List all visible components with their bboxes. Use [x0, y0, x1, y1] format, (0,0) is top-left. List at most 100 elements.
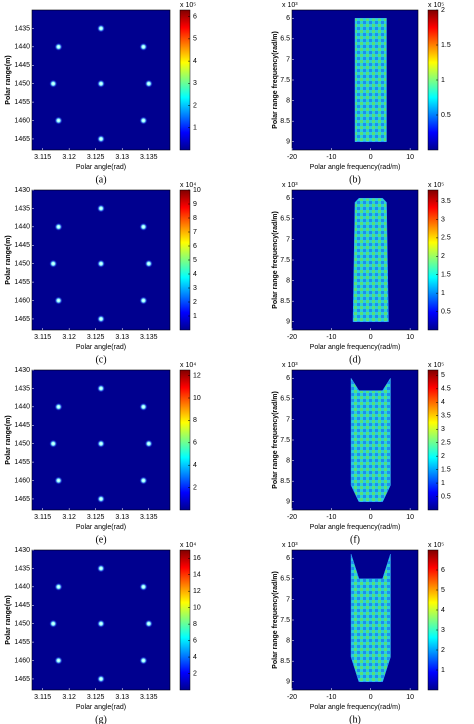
y-tick-label: 8.5 [280, 658, 290, 665]
colorbar-tick-label: 5 [193, 257, 197, 264]
x-tick-label: 0 [369, 154, 373, 161]
colorbar-scale-label: x 10⁵ [180, 2, 196, 9]
colorbar-tick-label: 6 [193, 14, 197, 21]
colorbar-tick-label: 4 [193, 58, 197, 65]
caption: (h) [349, 714, 361, 724]
colorbar-tick-label: 6 [193, 243, 197, 250]
y-axis-label: Polar range frequency(rad/m) [272, 31, 279, 129]
x-tick-label: -20 [287, 334, 297, 341]
target-spot [139, 402, 148, 411]
y-tick-label: 8.5 [280, 118, 290, 125]
caption: (e) [95, 534, 106, 545]
x-tick-label: 3.115 [34, 514, 51, 521]
colorbar-tick-label: 16 [193, 555, 201, 562]
y-tick-label: 8 [286, 637, 290, 644]
y-tick-label: 1440 [14, 44, 30, 51]
colorbar-tick-label: 2 [441, 647, 445, 654]
y-tick-label: 1435 [14, 205, 30, 212]
y-tick-label: 8 [286, 457, 290, 464]
colorbar-tick-label: 5 [441, 587, 445, 594]
y-tick-label: 1445 [14, 242, 30, 249]
y-tick-label: 7 [286, 596, 290, 603]
colorbar-tick-label: 1.5 [441, 466, 451, 473]
colorbar-tick-label: 5 [193, 36, 197, 43]
target-spot [97, 619, 105, 628]
x-tick-label: -10 [326, 514, 336, 521]
colorbar-tick-label: 1 [441, 667, 445, 674]
x-tick-label: 3.115 [34, 154, 51, 161]
x-tick-label: 3.13 [115, 694, 129, 701]
target-spot [97, 439, 105, 448]
target-spot [97, 204, 105, 213]
y-tick-label: 1430 [14, 187, 30, 194]
target-spot [97, 134, 105, 143]
target-spot [54, 222, 63, 231]
y-tick-label: 1450 [14, 621, 30, 628]
y-tick-label: 6 [286, 555, 290, 562]
y-tick-label: 9 [286, 319, 290, 326]
y-axis-label: Polar range(m) [5, 415, 12, 464]
caption: (g) [95, 714, 107, 724]
x-tick-label: -20 [287, 694, 297, 701]
target-spot [97, 564, 105, 573]
y-tick-label: 9 [286, 679, 290, 686]
x-tick-label: 3.135 [140, 694, 158, 701]
x-axis-label: Polar angle frequency(rad/m) [310, 524, 401, 531]
y-scale-label: x 10³ [282, 542, 298, 549]
target-spot [144, 439, 153, 448]
colorbar-tick-label: 12 [193, 372, 201, 379]
caption: (c) [95, 354, 106, 365]
colorbar-tick-label: 2 [441, 7, 445, 14]
colorbar-tick-label: 4 [193, 271, 197, 278]
target-spot [54, 656, 63, 665]
x-tick-label: 3.12 [62, 514, 76, 521]
y-tick-label: 6.5 [280, 216, 290, 223]
colorbar-tick-label: 2 [193, 102, 197, 109]
y-scale-label: x 10³ [282, 2, 298, 9]
target-spot [139, 42, 148, 51]
y-axis-label: Polar range frequency(rad/m) [272, 391, 279, 489]
target-spot [49, 439, 58, 448]
colorbar-scale-label: x 10⁵ [428, 362, 444, 369]
y-tick-label: 9 [286, 499, 290, 506]
target-spot [54, 582, 63, 591]
target-spot [139, 656, 148, 665]
y-scale-label: x 10³ [282, 362, 298, 369]
colorbar-tick-label: 10 [193, 187, 201, 194]
x-axis-label: Polar angle frequency(rad/m) [310, 704, 401, 711]
colorbar-tick-label: 6 [193, 440, 197, 447]
spectrum-region [350, 554, 391, 683]
colorbar-tick-label: 1.5 [441, 42, 451, 49]
target-spot [49, 259, 58, 268]
x-axis-label: Polar angle frequency(rad/m) [310, 164, 401, 171]
caption: (d) [349, 354, 361, 365]
target-spot [97, 314, 105, 323]
spectrum-region [354, 17, 387, 143]
colorbar-tick-label: 8 [193, 417, 197, 424]
y-scale-label: x 10³ [282, 182, 298, 189]
y-tick-label: 1430 [14, 547, 30, 554]
x-tick-label: -20 [287, 514, 297, 521]
y-tick-label: 7.5 [280, 437, 290, 444]
target-spot [54, 296, 63, 305]
colorbar-tick-label: 6 [441, 567, 445, 574]
colorbar-scale-label: x 10⁴ [180, 542, 196, 549]
colorbar-scale-label: x 10⁴ [180, 182, 196, 189]
y-tick-label: 6 [286, 375, 290, 382]
colorbar-tick-label: 3.5 [441, 198, 451, 205]
x-tick-label: 3.115 [34, 334, 51, 341]
y-tick-label: 1450 [14, 441, 30, 448]
x-tick-label: 10 [406, 514, 414, 521]
colorbar [179, 549, 191, 691]
colorbar-tick-label: 0.5 [441, 112, 451, 119]
y-tick-label: 1460 [14, 117, 30, 124]
x-axis-label: Polar angle(rad) [76, 704, 126, 711]
x-tick-label: 10 [406, 334, 414, 341]
y-tick-label: 8.5 [280, 478, 290, 485]
x-tick-label: -10 [326, 334, 336, 341]
y-tick-label: 7.5 [280, 77, 290, 84]
colorbar-tick-label: 0.5 [441, 493, 451, 500]
x-tick-label: 3.12 [62, 154, 76, 161]
